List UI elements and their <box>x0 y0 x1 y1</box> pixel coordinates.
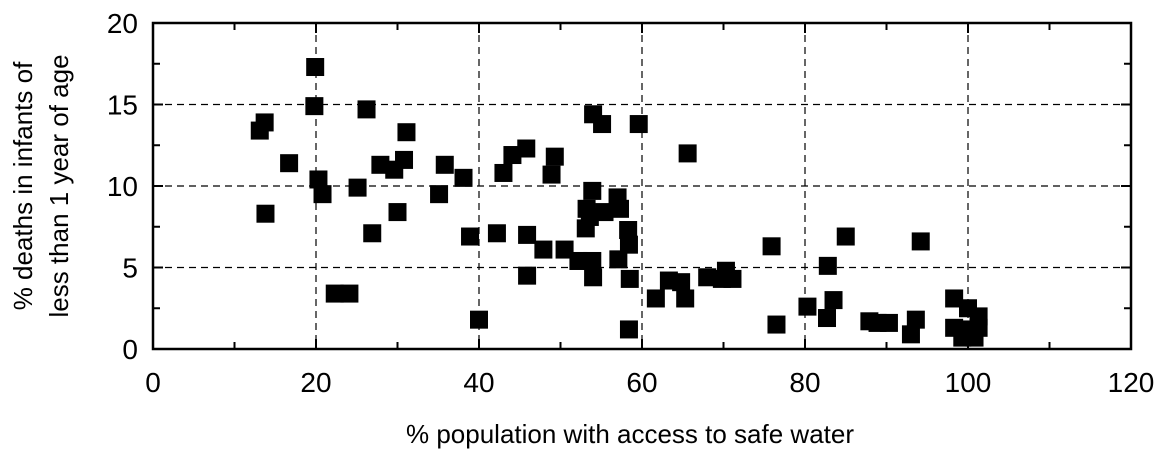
y-tick-label: 0 <box>122 334 138 365</box>
data-point <box>762 237 781 256</box>
x-tick-label: 120 <box>1108 367 1155 398</box>
data-point <box>487 224 506 243</box>
data-point <box>430 185 449 204</box>
data-point <box>461 227 480 246</box>
data-point <box>901 325 920 344</box>
x-axis-title: % population with access to safe water <box>406 419 854 449</box>
x-tick-label: 0 <box>145 367 161 398</box>
data-point <box>348 178 367 197</box>
data-point <box>906 310 925 329</box>
data-point <box>583 251 602 270</box>
data-point <box>397 123 416 142</box>
data-points <box>250 58 988 347</box>
data-point <box>723 269 742 288</box>
y-tick-label: 5 <box>122 253 138 284</box>
data-point <box>494 163 513 182</box>
data-point <box>395 150 414 169</box>
data-point <box>470 310 488 329</box>
y-tick-label: 15 <box>107 90 138 121</box>
data-point <box>306 58 325 77</box>
data-point <box>313 185 332 204</box>
data-point <box>325 284 344 303</box>
data-point <box>678 144 697 163</box>
data-point <box>879 313 898 332</box>
data-point <box>676 289 695 308</box>
data-point <box>610 199 629 218</box>
y-axis-title-line-1: % deaths in infants of <box>8 61 38 310</box>
data-point <box>824 291 843 310</box>
gridlines <box>153 23 1131 349</box>
data-point <box>542 165 561 184</box>
y-tick-labels: 0 5 10 15 20 <box>107 8 138 365</box>
data-point <box>555 240 574 259</box>
y-axis-title: % deaths in infants of less than 1 year … <box>8 54 74 317</box>
x-tick-label: 40 <box>463 367 494 398</box>
data-point <box>911 232 930 251</box>
y-tick-label: 20 <box>107 8 138 39</box>
data-point <box>454 168 473 187</box>
data-point <box>545 147 564 166</box>
data-point <box>818 256 837 275</box>
data-point <box>836 227 855 246</box>
data-point <box>609 250 628 269</box>
data-point <box>629 115 648 134</box>
data-point <box>969 318 988 337</box>
data-point <box>435 155 454 174</box>
data-point <box>945 289 964 308</box>
data-point <box>534 240 553 259</box>
data-point <box>619 235 638 254</box>
x-tick-label: 20 <box>300 367 331 398</box>
data-point <box>595 203 614 222</box>
data-point <box>305 97 324 116</box>
x-tick-label: 100 <box>945 367 992 398</box>
data-point <box>388 203 407 222</box>
data-point <box>309 170 328 189</box>
data-point <box>767 315 786 334</box>
y-tick-label: 10 <box>107 171 138 202</box>
data-point <box>646 289 665 308</box>
data-point <box>619 320 638 339</box>
plot-frame <box>151 21 1133 351</box>
data-point <box>517 139 536 158</box>
data-point <box>593 115 612 134</box>
data-point <box>580 207 599 226</box>
data-point <box>363 224 382 243</box>
x-tick-labels: 0 20 40 60 80 100 120 <box>145 367 1154 398</box>
data-point <box>357 100 376 119</box>
data-point <box>584 268 603 287</box>
y-axis-title-line-2: less than 1 year of age <box>44 54 74 317</box>
data-point <box>256 204 275 223</box>
data-point <box>280 154 299 173</box>
data-point <box>518 225 537 244</box>
data-point <box>503 146 522 165</box>
x-tick-label: 80 <box>789 367 820 398</box>
data-point <box>619 221 638 240</box>
data-point <box>583 181 602 200</box>
data-point <box>672 273 691 292</box>
data-point <box>620 269 639 288</box>
data-point <box>518 266 537 285</box>
data-point <box>698 268 717 287</box>
data-point <box>255 113 274 132</box>
data-point <box>569 251 588 270</box>
data-point <box>818 309 837 328</box>
data-point <box>340 284 359 303</box>
data-point <box>798 297 817 316</box>
x-tick-label: 60 <box>626 367 657 398</box>
data-point <box>371 155 390 174</box>
